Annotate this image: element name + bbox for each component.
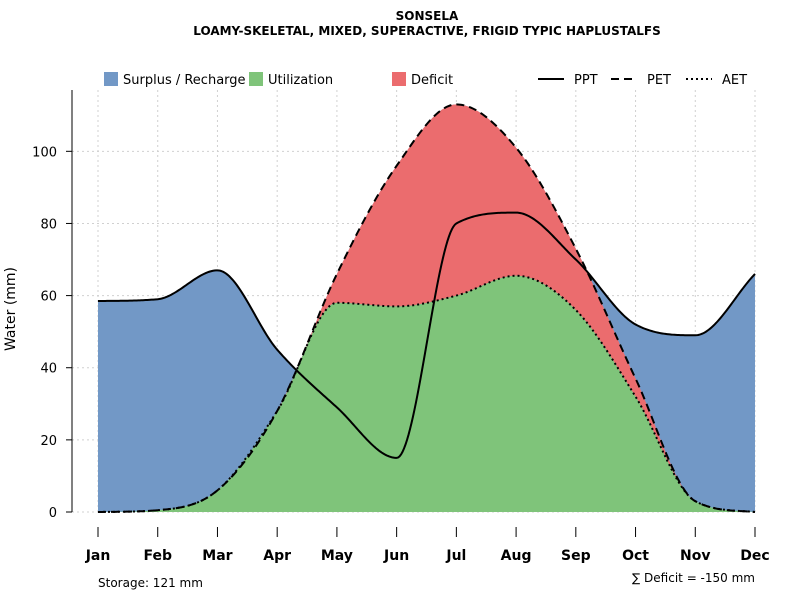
legend-swatch-2	[392, 72, 406, 86]
area-deficit	[98, 104, 755, 513]
y-tick-label: 60	[40, 290, 57, 305]
y-tick-label: 20	[40, 434, 57, 449]
chart-title: SONSELA	[396, 9, 459, 23]
legend-label-area-0: Surplus / Recharge	[123, 73, 246, 88]
series-lines	[97, 103, 756, 513]
storage-note: Storage: 121 mm	[98, 576, 203, 590]
x-tick-label-mar: Mar	[202, 548, 232, 564]
y-tick-label: 0	[49, 506, 57, 521]
areas	[98, 104, 755, 513]
y-tick-label: 80	[40, 217, 57, 232]
series-line-aet	[97, 274, 756, 513]
legend-label-aet: AET	[722, 73, 747, 88]
x-tick-label-oct: Oct	[622, 548, 649, 564]
x-tick-label-feb: Feb	[143, 548, 172, 564]
legend: Surplus / Recharge Utilization Deficit PPT P…	[104, 72, 747, 88]
legend-label-area-1: Utilization	[268, 73, 333, 88]
x-tick-label-jan: Jan	[85, 548, 111, 564]
series-line-ppt	[97, 211, 756, 459]
legend-label-area-2: Deficit	[411, 73, 453, 88]
chart-subtitle: LOAMY-SKELETAL, MIXED, SUPERACTIVE, FRIG…	[193, 24, 661, 38]
legend-label-ppt: PPT	[574, 73, 598, 88]
legend-label-pet: PET	[647, 73, 671, 88]
legend-swatch-1	[249, 72, 263, 86]
x-tick-label-jul: Jul	[445, 548, 466, 564]
legend-swatch-0	[104, 72, 118, 86]
y-tick-label: 100	[32, 145, 57, 160]
area-utilization	[98, 275, 755, 512]
y-axis-label: Water (mm)	[3, 267, 19, 351]
x-tick-label-sep: Sep	[561, 548, 591, 564]
x-tick-label-nov: Nov	[680, 548, 710, 564]
deficit-note: ∑ Deficit = -150 mm	[632, 571, 755, 585]
x-tick-label-dec: Dec	[740, 548, 769, 564]
x-tick-label-may: May	[321, 548, 353, 564]
x-tick-label-jun: Jun	[383, 548, 409, 564]
x-tick-label-apr: Apr	[263, 548, 291, 564]
axes: 0 20 40 60 80 100 Jan Feb Mar Apr May Jun Jul Aug Sep O…	[32, 90, 770, 564]
x-tick-label-aug: Aug	[501, 548, 532, 564]
y-tick-label: 40	[40, 362, 57, 377]
